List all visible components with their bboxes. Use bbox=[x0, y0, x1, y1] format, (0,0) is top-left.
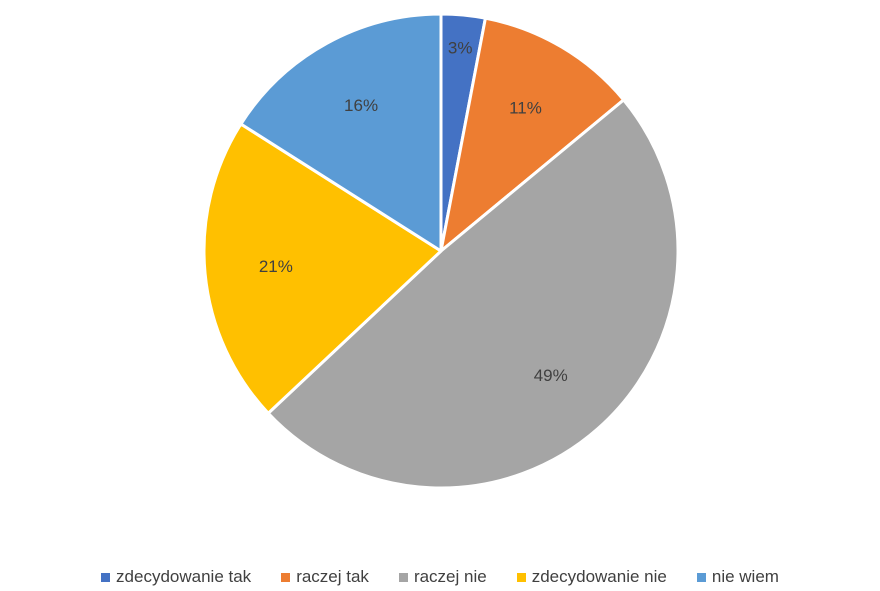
legend-label-4: nie wiem bbox=[711, 567, 779, 586]
pie-plot-area: 3% 11% 49% 21% 16% bbox=[202, 12, 680, 490]
legend-swatch-0 bbox=[101, 572, 111, 582]
pie-slice-1 bbox=[439, 16, 626, 253]
slice-data-label-4: 16% bbox=[344, 96, 378, 115]
legend-swatch-4 bbox=[696, 572, 706, 582]
slice-data-label-2: 49% bbox=[534, 366, 568, 385]
legend-item-4: nie wiem bbox=[696, 567, 779, 587]
slice-data-label-1: 11% bbox=[509, 99, 542, 118]
pie-slice-3 bbox=[202, 122, 443, 415]
legend-label-3: zdecydowanie nie bbox=[531, 567, 667, 586]
pie-slice-2 bbox=[266, 98, 680, 490]
slice-data-label-0: 3% bbox=[448, 39, 473, 58]
legend-item-3: zdecydowanie nie bbox=[516, 567, 667, 587]
slice-data-label-3: 21% bbox=[259, 257, 293, 276]
legend-swatch-1 bbox=[281, 572, 291, 582]
legend-swatch-2 bbox=[398, 572, 408, 582]
chart-legend: zdecydowanie tak raczej tak raczej nie zdec… bbox=[0, 567, 880, 587]
legend-item-2: raczej nie bbox=[398, 567, 487, 587]
legend-item-0: zdecydowanie tak bbox=[101, 567, 251, 587]
legend-label-1: raczej tak bbox=[296, 567, 369, 586]
legend-label-2: raczej nie bbox=[413, 567, 487, 586]
legend-swatch-3 bbox=[516, 572, 526, 582]
pie-slice-4 bbox=[239, 12, 443, 253]
legend-label-0: zdecydowanie tak bbox=[116, 567, 252, 586]
legend-item-1: raczej tak bbox=[281, 567, 369, 587]
